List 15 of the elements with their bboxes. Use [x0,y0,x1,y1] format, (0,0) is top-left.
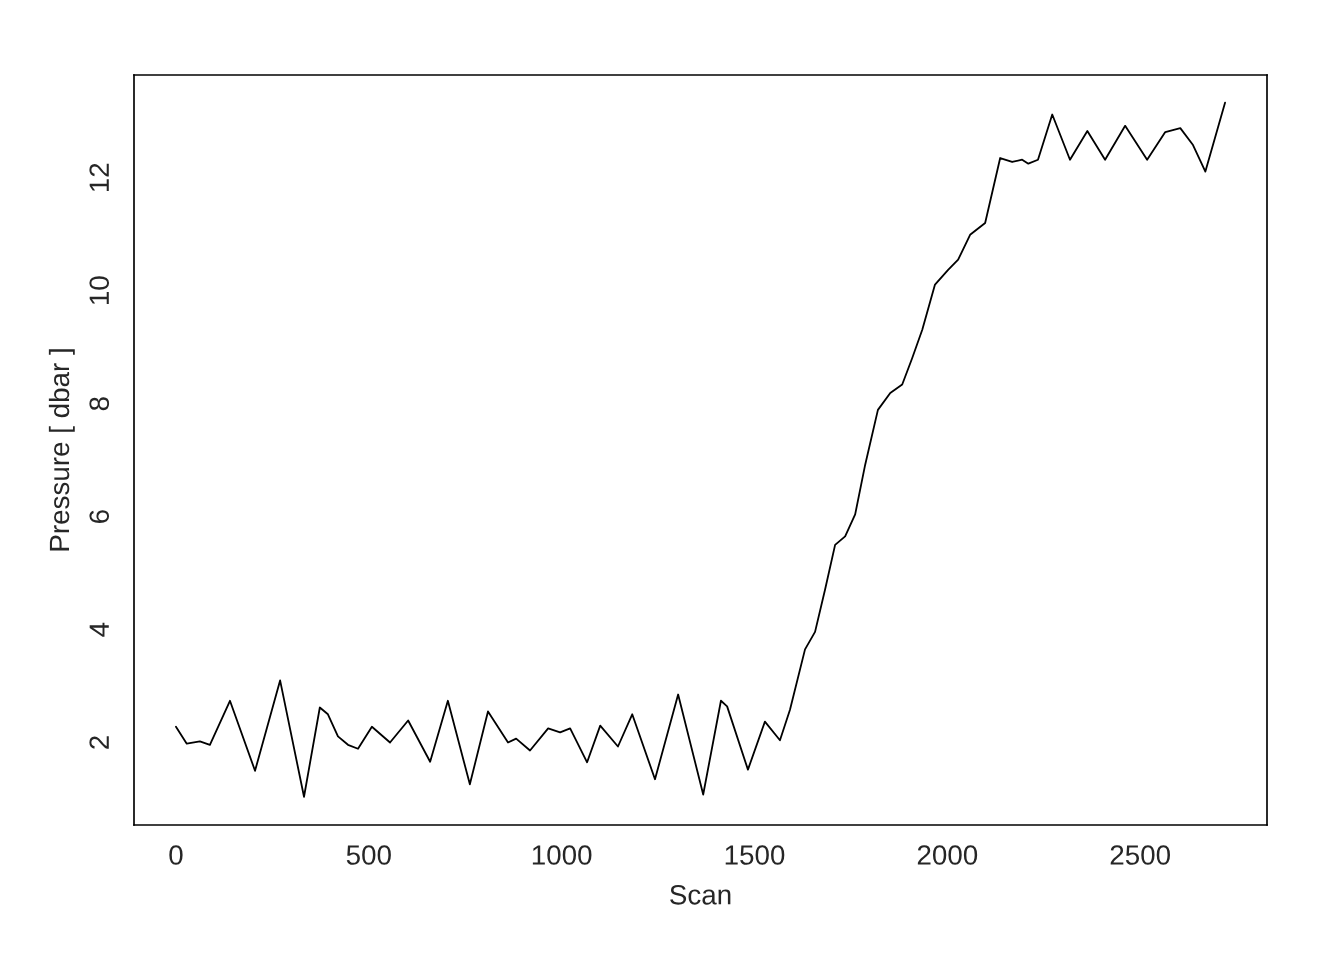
y-tick-label: 10 [89,276,110,305]
y-tick-label: 6 [89,510,110,523]
x-axis-title: Scan [670,884,731,905]
x-tick-label: 500 [346,845,391,865]
y-tick-label: 12 [89,163,109,192]
x-tick-label: 1500 [725,845,785,865]
x-tick-label: 2500 [1110,845,1170,865]
y-axis-title: Pressure [ dbar ] [48,349,75,551]
line-series [175,101,1226,798]
y-tick-label: 8 [89,397,110,411]
y-tick-label: 4 [89,622,109,637]
x-tick-label: 0 [169,845,183,865]
x-tick-label: 1000 [532,845,592,865]
x-tick-label: 2000 [917,845,978,865]
y-tick-label: 2 [89,736,109,749]
